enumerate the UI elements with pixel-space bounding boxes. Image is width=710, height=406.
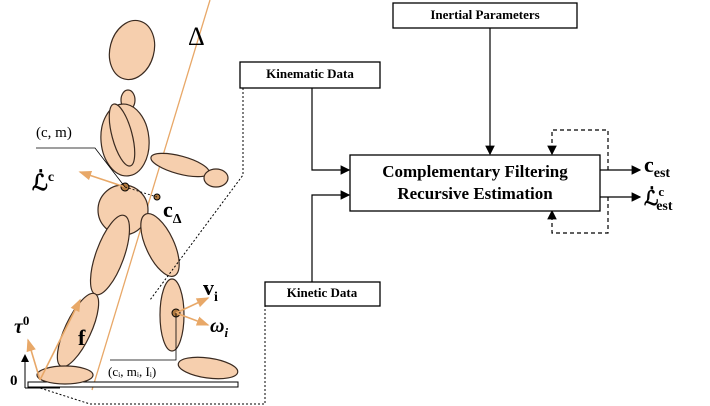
filter-line: Complementary Filtering <box>382 162 568 181</box>
inertial-box <box>392 2 578 29</box>
inertial-label: Inertial Parameters <box>430 7 539 22</box>
human-figure <box>21 0 239 391</box>
kinematic-label: Kinematic Data <box>266 66 354 81</box>
angular-velocity-label: ωi <box>210 315 228 340</box>
output-label: ℒ̇c est <box>644 184 673 214</box>
filter-box <box>349 154 601 212</box>
velocity-label: vi <box>203 275 218 305</box>
zoom-lines <box>39 88 266 405</box>
com-params: (c, m) <box>36 125 72 141</box>
com-projection-label: cΔ <box>163 197 182 227</box>
force-label: f <box>78 325 86 350</box>
origin-label: 0 <box>10 373 18 389</box>
segment-params: (cᵢ, mᵢ, Iᵢ) <box>108 364 156 379</box>
output-label: cest <box>644 152 670 181</box>
torque-label: τ0 <box>14 313 29 338</box>
delta-label: Δ <box>188 22 205 51</box>
kinematic-box <box>239 61 381 89</box>
kinetic-label: Kinetic Data <box>287 285 358 300</box>
kinetic-box <box>264 281 381 307</box>
filter-line: Recursive Estimation <box>397 184 553 203</box>
angular-momentum-label: ℒ̇c <box>32 168 54 195</box>
